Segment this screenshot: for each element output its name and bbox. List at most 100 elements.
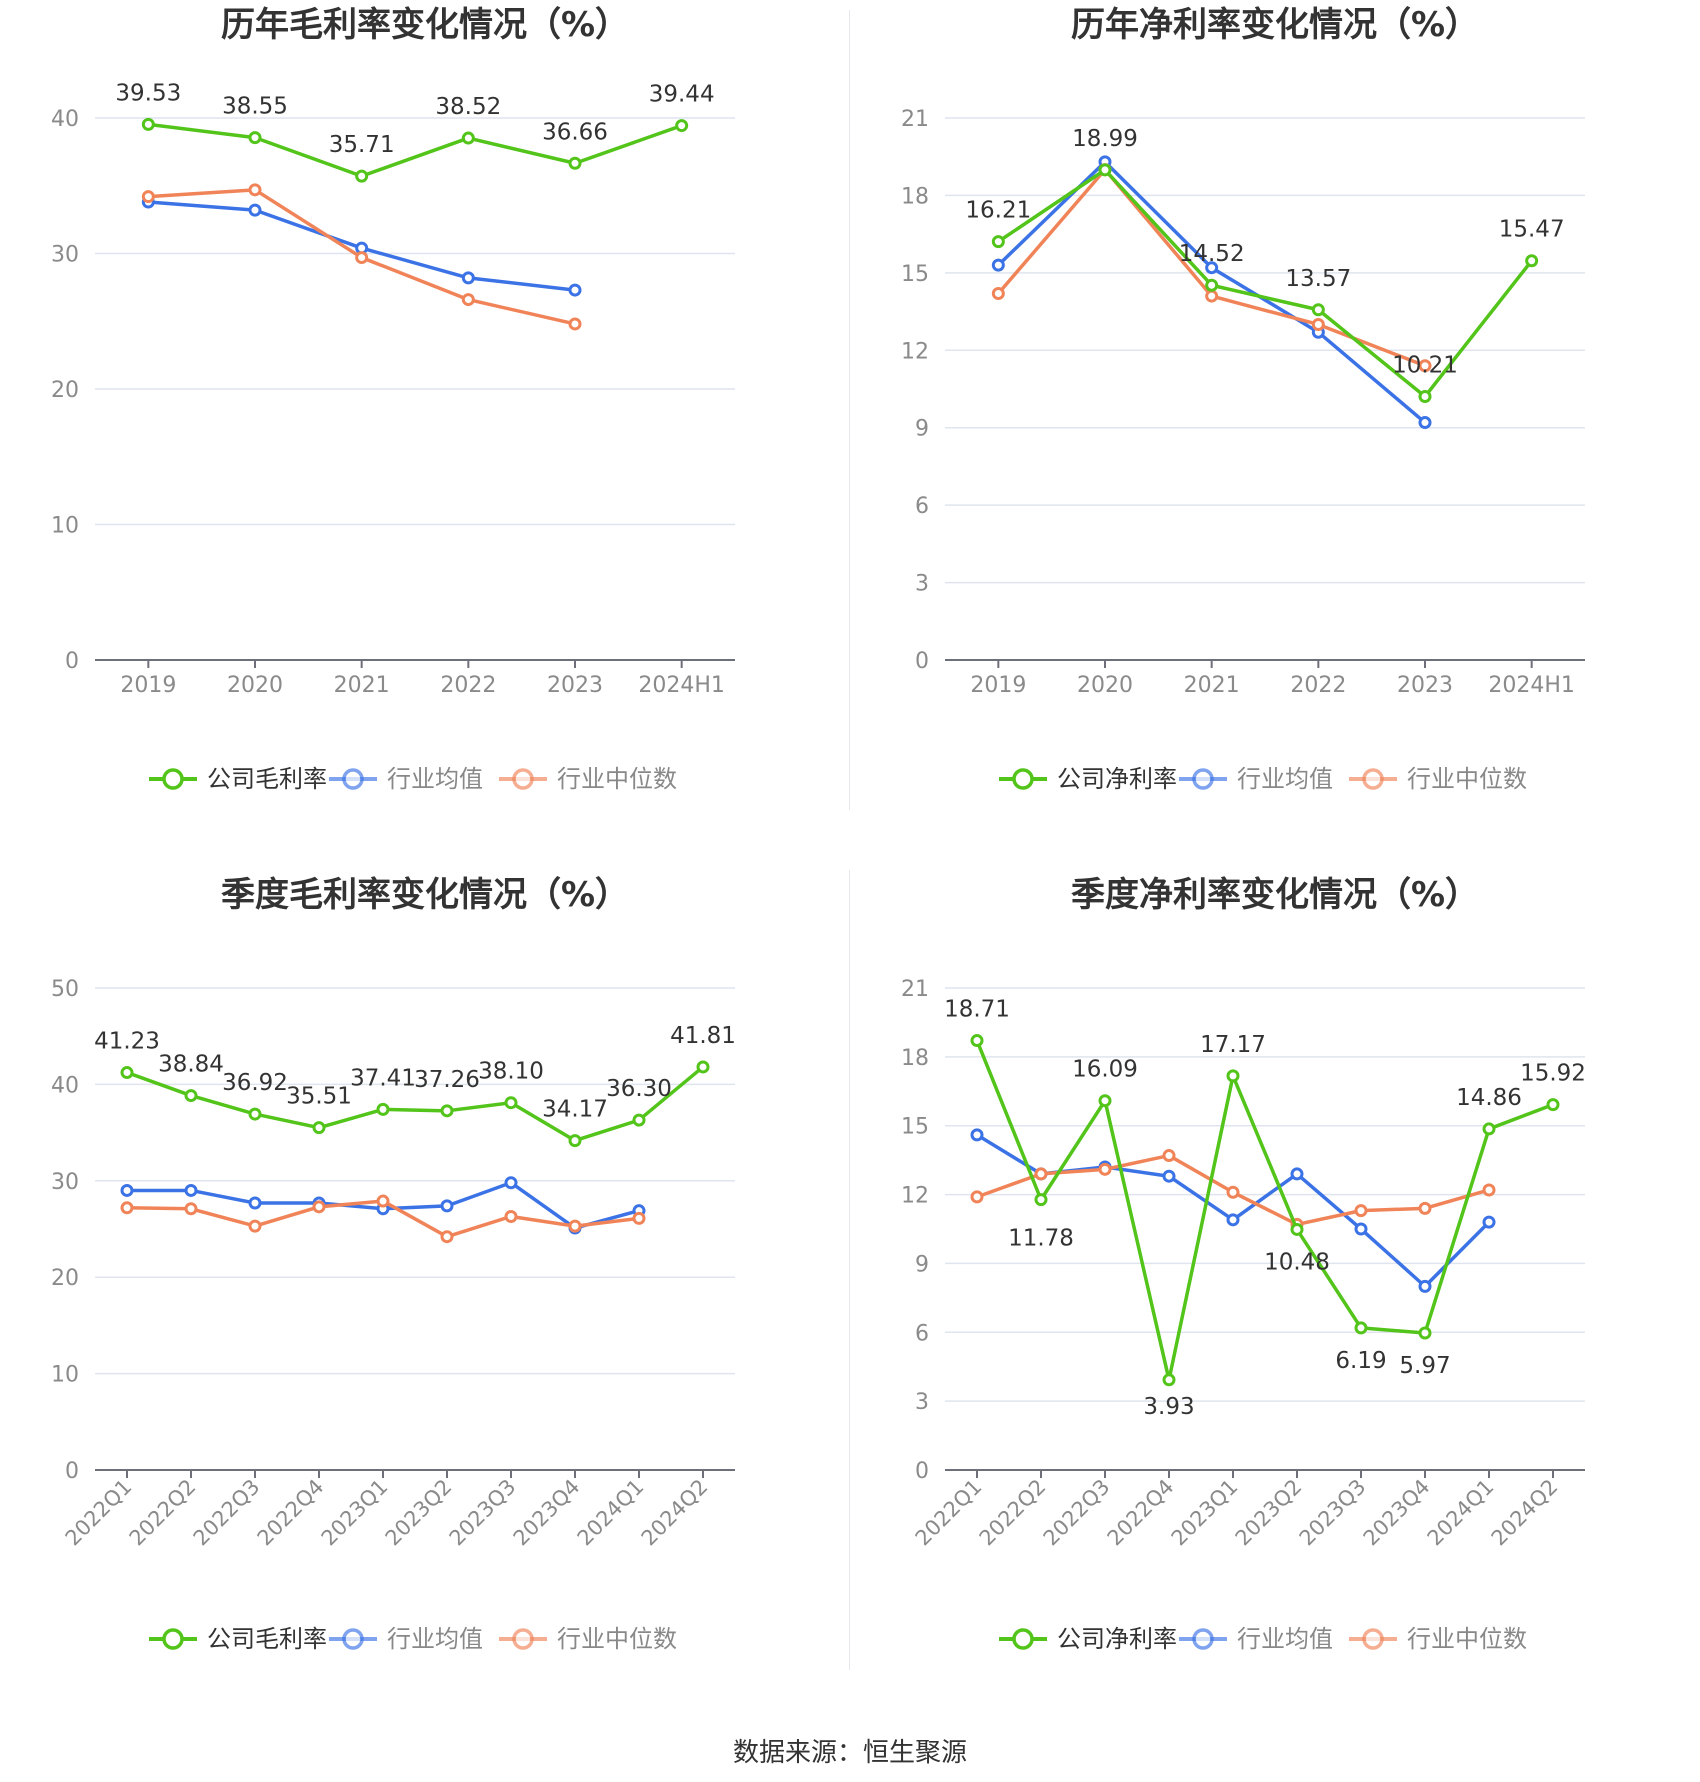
data-point-median [120, 1201, 134, 1215]
x-tick-label: 2024Q2 [1487, 1475, 1563, 1551]
data-point-company [504, 1096, 518, 1110]
y-tick-label: 0 [915, 649, 929, 674]
data-point-company [1290, 1222, 1304, 1236]
y-tick-label: 10 [51, 514, 79, 539]
data-point-avg [1205, 261, 1219, 275]
data-point-company [376, 1102, 390, 1116]
data-point-median [1034, 1167, 1048, 1181]
x-tick-label: 2023Q2 [381, 1475, 457, 1551]
y-tick-label: 30 [51, 243, 79, 268]
data-label: 17.17 [1200, 1032, 1266, 1058]
x-tick-label: 2021 [334, 673, 390, 698]
data-label: 39.44 [649, 82, 715, 108]
legend-label: 行业中位数 [557, 765, 677, 793]
data-point-median [1205, 289, 1219, 303]
data-label: 10.48 [1264, 1249, 1330, 1275]
x-tick-label: 2022 [1290, 673, 1346, 698]
x-tick-label: 2022Q3 [189, 1475, 265, 1551]
data-point-median [991, 287, 1005, 301]
data-label: 41.23 [94, 1029, 160, 1055]
data-label: 10.21 [1392, 352, 1458, 378]
legend-marker-median [512, 768, 534, 790]
legend-marker-company [162, 1628, 184, 1650]
chart-quarterly-gross: 季度毛利率变化情况（%）010203040502022Q12022Q22022Q… [51, 875, 736, 1653]
data-label: 41.81 [670, 1023, 736, 1049]
data-point-median [248, 183, 262, 197]
legend-label: 行业均值 [387, 765, 483, 793]
data-label: 14.52 [1179, 241, 1245, 267]
data-point-company [970, 1034, 984, 1048]
data-point-avg [504, 1176, 518, 1190]
data-point-median [440, 1230, 454, 1244]
x-tick-label: 2023Q4 [509, 1475, 585, 1551]
data-label: 16.09 [1072, 1057, 1138, 1083]
data-point-median [1226, 1185, 1240, 1199]
y-tick-label: 9 [915, 417, 929, 442]
data-point-avg [440, 1199, 454, 1213]
y-tick-label: 50 [51, 977, 79, 1002]
data-point-company [1226, 1069, 1240, 1083]
y-tick-label: 6 [915, 494, 929, 519]
data-label: 36.92 [222, 1070, 288, 1096]
legend-marker-company [1012, 768, 1034, 790]
data-label: 16.21 [965, 198, 1031, 224]
x-tick-label: 2022Q4 [253, 1475, 329, 1551]
chart-annual-net: 历年净利率变化情况（%） 0 3 6 9 12 15 18 21 2019 2020 2021 2022… [901, 5, 1585, 793]
series-line-company [126, 1065, 705, 1143]
x-tick-label: 2023 [547, 673, 603, 698]
data-point-company [1525, 254, 1539, 268]
data-label: 37.41 [350, 1065, 416, 1091]
data-point-median [184, 1202, 198, 1216]
data-label: 36.66 [542, 119, 608, 145]
data-label: 36.30 [606, 1076, 672, 1102]
data-point-median [1098, 1162, 1112, 1176]
y-tick-label: 21 [901, 977, 929, 1002]
data-point-avg [248, 203, 262, 217]
y-tick-label: 20 [51, 1266, 79, 1291]
data-point-company [568, 156, 582, 170]
data-point-median [1354, 1204, 1368, 1218]
data-point-median [1418, 359, 1432, 373]
data-point-median [568, 317, 582, 331]
x-tick-label: 2022Q4 [1103, 1475, 1179, 1551]
chart-panel-annual-gross: 历年毛利率变化情况（%） 0 10 20 30 40 2019 2020 2021 2022 202… [0, 0, 850, 860]
data-point-company [248, 1107, 262, 1121]
data-point-company [120, 1066, 134, 1080]
legend-label: 行业均值 [387, 1625, 483, 1653]
data-point-median [312, 1200, 326, 1214]
x-tick-label: 2023Q1 [1167, 1475, 1243, 1551]
y-tick-label: 21 [901, 107, 929, 132]
data-label: 35.71 [329, 132, 395, 158]
data-point-median [1162, 1149, 1176, 1163]
legend-label: 公司净利率 [1057, 1625, 1177, 1653]
y-tick-label: 18 [901, 1046, 929, 1071]
x-tick-label: 2022Q3 [1039, 1475, 1115, 1551]
data-label: 3.93 [1143, 1394, 1194, 1420]
data-point-avg [1226, 1213, 1240, 1227]
chart-title: 季度净利率变化情况（%） [1071, 875, 1479, 915]
data-label: 38.84 [158, 1052, 224, 1078]
y-tick-label: 3 [915, 572, 929, 597]
y-tick-label: 40 [51, 107, 79, 132]
data-label: 35.51 [286, 1084, 352, 1110]
data-label: 11.78 [1008, 1226, 1074, 1252]
legend-label: 行业中位数 [1407, 1625, 1527, 1653]
x-tick-label: 2024Q2 [637, 1475, 713, 1551]
data-point-median [141, 190, 155, 204]
series-line-company [148, 122, 683, 178]
data-label: 38.55 [222, 94, 288, 120]
data-point-avg [461, 271, 475, 285]
data-point-avg [1290, 1167, 1304, 1181]
data-point-company [1162, 1373, 1176, 1387]
data-label: 6.19 [1335, 1348, 1386, 1374]
chart-panel-annual-net: 历年净利率变化情况（%） 0 3 6 9 12 15 18 21 2019 2020 2021 2022… [850, 0, 1700, 860]
data-point-avg [568, 283, 582, 297]
legend-label: 行业均值 [1237, 1625, 1333, 1653]
legend-marker-company [1012, 1628, 1034, 1650]
y-tick-label: 0 [915, 1459, 929, 1484]
panel-divider-top [849, 10, 850, 810]
data-point-avg [1162, 1169, 1176, 1183]
chart-annual-gross: 历年毛利率变化情况（%） 0 10 20 30 40 2019 2020 2021 2022 202… [51, 5, 735, 793]
data-point-avg [991, 258, 1005, 272]
data-point-avg [120, 1183, 134, 1197]
